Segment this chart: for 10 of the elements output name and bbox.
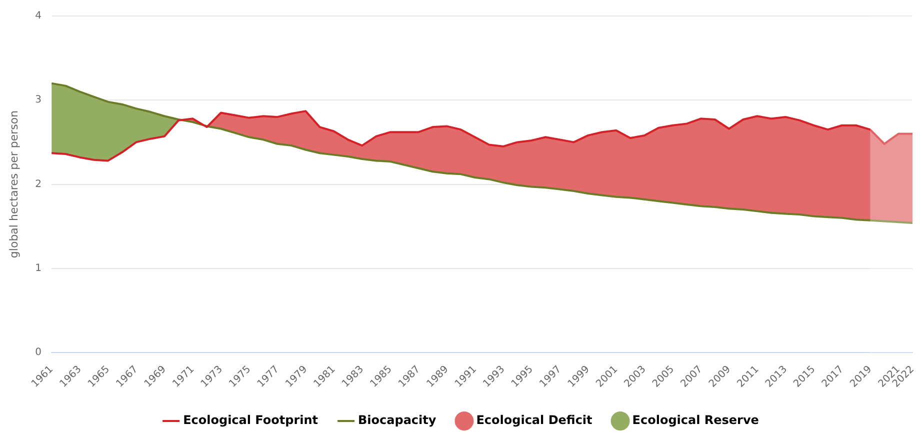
legend-label: Ecological Footprint	[183, 413, 318, 428]
y-tick-label: 3	[35, 94, 42, 106]
y-tick-label: 0	[35, 347, 42, 358]
y-axis-title: global hectares per person	[7, 110, 20, 258]
legend-label: Ecological Reserve	[632, 413, 759, 428]
legend-label: Ecological Deficit	[476, 413, 593, 428]
y-tick-label: 2	[35, 178, 42, 190]
y-tick-label: 1	[35, 262, 42, 274]
legend-label: Biocapacity	[358, 413, 436, 428]
y-tick-label: 4	[35, 10, 42, 22]
